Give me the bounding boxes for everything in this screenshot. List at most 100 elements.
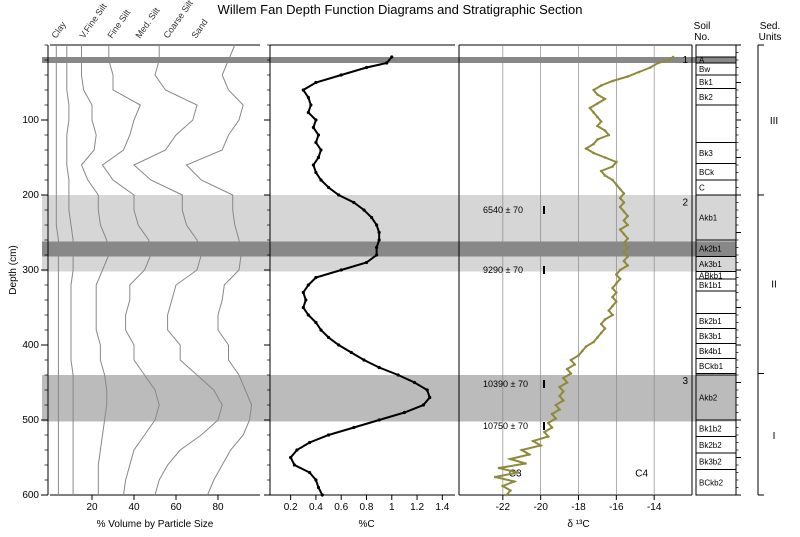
psd-x-tick: 40 bbox=[128, 502, 140, 513]
d13c-marker bbox=[626, 255, 629, 258]
d13c-marker bbox=[558, 395, 561, 398]
percent-c-marker bbox=[350, 351, 353, 354]
soil-horizon-label: Ak3b1 bbox=[699, 260, 722, 269]
strat-band bbox=[42, 195, 736, 242]
soil-horizon-label: Ak2b1 bbox=[699, 244, 722, 253]
percent-c-marker bbox=[352, 201, 355, 204]
soil-horizon-label: BCk bbox=[699, 168, 715, 177]
c-x-tick: 1.4 bbox=[435, 502, 449, 513]
d13c-marker bbox=[600, 332, 603, 335]
c-x-label: %C bbox=[358, 519, 374, 530]
c-x-tick: 0.4 bbox=[309, 502, 323, 513]
soil-horizon-label: Bk2b1 bbox=[699, 317, 722, 326]
percent-c-marker bbox=[321, 493, 324, 496]
d13c-marker bbox=[623, 260, 626, 263]
percent-c-marker bbox=[375, 246, 378, 249]
d13c-marker bbox=[585, 345, 588, 348]
d13c-marker bbox=[672, 56, 675, 59]
percent-c-marker bbox=[362, 208, 365, 211]
percent-c-marker bbox=[312, 126, 315, 129]
c4-label: C4 bbox=[635, 468, 648, 479]
percent-c-marker bbox=[307, 313, 310, 316]
d13c-marker bbox=[619, 197, 622, 200]
d13c-marker bbox=[623, 233, 626, 236]
d13c-marker bbox=[551, 413, 554, 416]
d13c-marker bbox=[502, 485, 505, 488]
d13c-marker bbox=[570, 359, 573, 362]
psd-x-tick: 80 bbox=[212, 502, 224, 513]
d13c-marker bbox=[551, 426, 554, 429]
d13c-marker bbox=[607, 309, 610, 312]
d13c-marker bbox=[524, 462, 527, 465]
percent-c-marker bbox=[337, 193, 340, 196]
d13c-marker bbox=[494, 476, 497, 479]
depth-tick-label: 200 bbox=[22, 190, 39, 201]
d13c-marker bbox=[596, 102, 599, 105]
d13c-marker bbox=[577, 354, 580, 357]
radiocarbon-date: 10750 ± 70 bbox=[483, 421, 528, 431]
d13c-marker bbox=[592, 111, 595, 114]
d13c-marker bbox=[623, 242, 626, 245]
d13c-marker bbox=[570, 372, 573, 375]
d13c-x-tick: -18 bbox=[571, 502, 586, 513]
percent-c-marker bbox=[375, 223, 378, 226]
d13c-marker bbox=[626, 264, 629, 267]
soil-horizon-label: Bk1b2 bbox=[699, 424, 722, 433]
d13c-marker bbox=[562, 390, 565, 393]
percent-c-marker bbox=[307, 283, 310, 286]
d13c-marker bbox=[619, 228, 622, 231]
date-tick-icon bbox=[543, 206, 545, 214]
soil-horizon-label: Bk3b2 bbox=[699, 457, 722, 466]
d13c-x-tick: -20 bbox=[533, 502, 548, 513]
percent-c-marker bbox=[307, 96, 310, 99]
d13c-marker bbox=[623, 201, 626, 204]
d13c-marker bbox=[611, 165, 614, 168]
depth-tick-label: 100 bbox=[22, 115, 39, 126]
d13c-marker bbox=[604, 129, 607, 132]
percent-c-marker bbox=[327, 336, 330, 339]
d13c-marker bbox=[611, 305, 614, 308]
percent-c-marker bbox=[327, 186, 330, 189]
d13c-marker bbox=[555, 404, 558, 407]
percent-c-marker bbox=[428, 396, 431, 399]
figure-title: Willem Fan Depth Function Diagrams and S… bbox=[218, 2, 583, 17]
d13c-marker bbox=[604, 174, 607, 177]
d13c-marker bbox=[626, 224, 629, 227]
soil-horizon-label: Bk1b1 bbox=[699, 281, 722, 290]
d13c-marker bbox=[589, 107, 592, 110]
percent-c-marker bbox=[365, 261, 368, 264]
psd-class-label: Fine Silt bbox=[105, 7, 132, 40]
d13c-marker bbox=[509, 458, 512, 461]
psd-x-tick: 20 bbox=[86, 502, 98, 513]
percent-c-marker bbox=[302, 88, 305, 91]
d13c-marker bbox=[528, 453, 531, 456]
percent-c-marker bbox=[314, 81, 317, 84]
d13c-marker bbox=[558, 386, 561, 389]
d13c-marker bbox=[592, 152, 595, 155]
radiocarbon-date: 10390 ± 70 bbox=[483, 379, 528, 389]
d13c-marker bbox=[638, 71, 641, 74]
d13c-marker bbox=[604, 156, 607, 159]
psd-class-label: Sand bbox=[189, 17, 209, 40]
d13c-marker bbox=[619, 269, 622, 272]
percent-c-marker bbox=[352, 426, 355, 429]
c-x-tick: 1 bbox=[389, 502, 395, 513]
d13c-marker bbox=[517, 471, 520, 474]
d13c-marker bbox=[600, 170, 603, 173]
sed-unit-label: III bbox=[770, 116, 778, 127]
d13c-marker bbox=[498, 467, 501, 470]
d13c-marker bbox=[623, 192, 626, 195]
percent-c-marker bbox=[378, 238, 381, 241]
soil-horizon-label: Bk3b1 bbox=[699, 332, 722, 341]
d13c-marker bbox=[623, 219, 626, 222]
d13c-marker bbox=[607, 134, 610, 137]
c-x-tick: 0.8 bbox=[360, 502, 374, 513]
psd-class-label: V.Fine Silt bbox=[77, 1, 109, 40]
percent-c-marker bbox=[422, 403, 425, 406]
percent-c-marker bbox=[314, 276, 317, 279]
percent-c-series bbox=[291, 57, 430, 495]
d13c-marker bbox=[600, 120, 603, 123]
d13c-marker bbox=[668, 59, 671, 62]
psd-x-tick: 60 bbox=[170, 502, 182, 513]
date-tick-icon bbox=[543, 380, 545, 388]
